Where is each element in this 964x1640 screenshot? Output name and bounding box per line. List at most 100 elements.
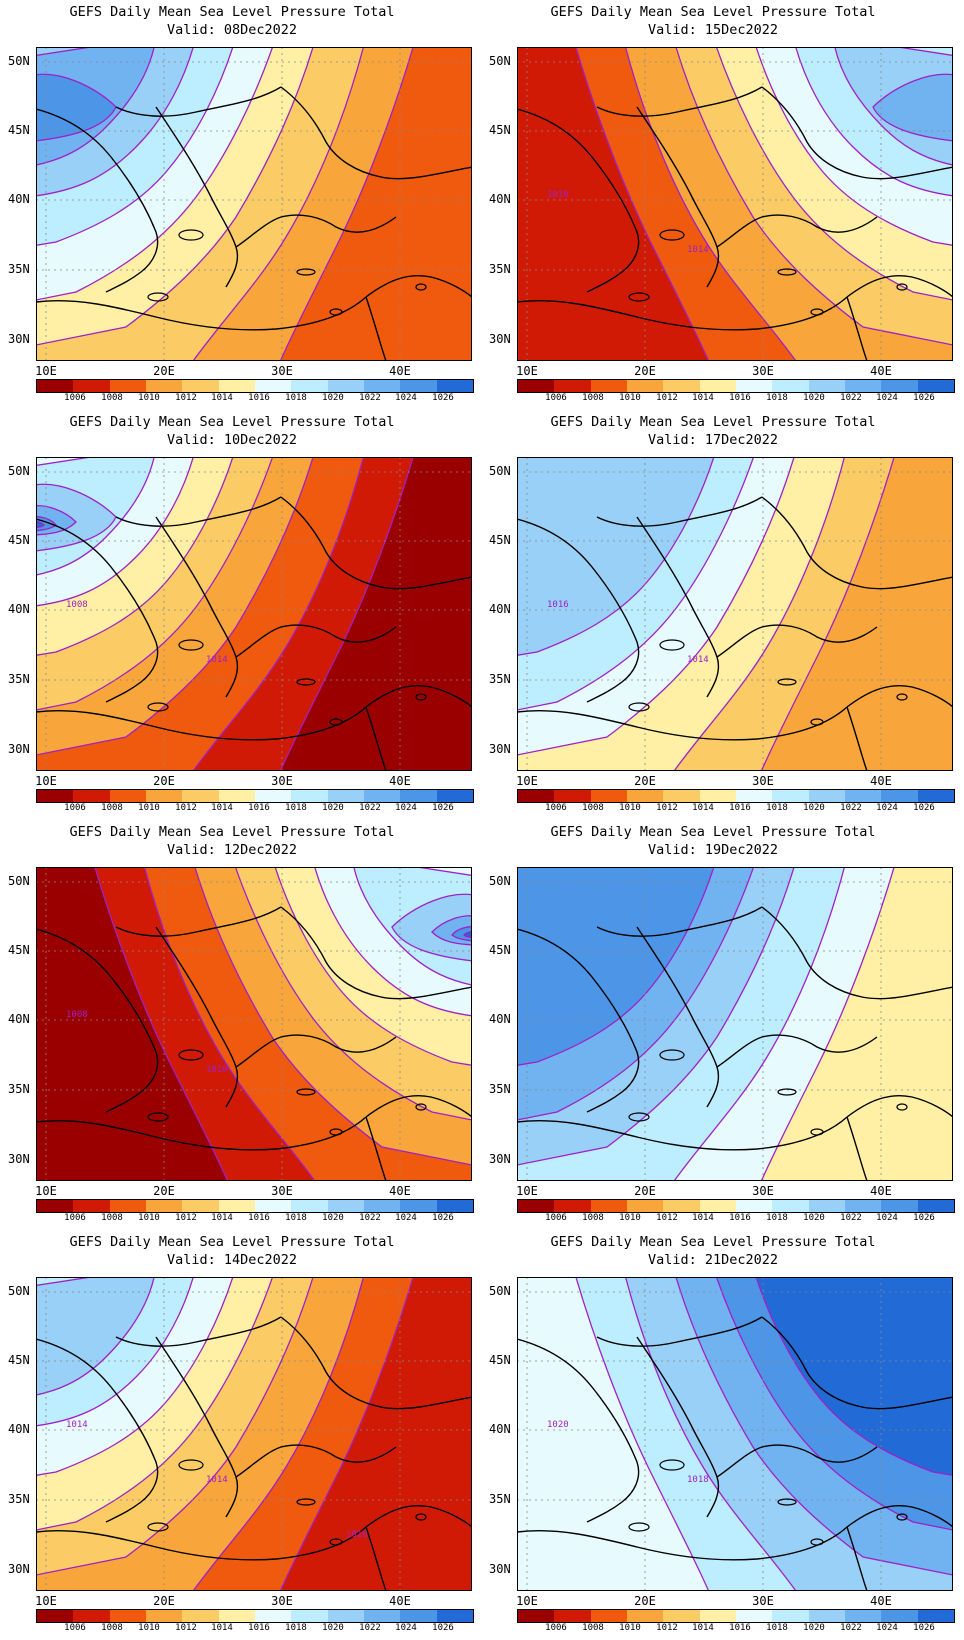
colorbar-label: 1020 [803,803,825,813]
longitude-label: 10E [35,1594,57,1608]
latitude-label: 30N [8,742,30,756]
contour-label: 1018 [687,1475,709,1485]
latitude-label: 30N [489,742,511,756]
colorbar-swatch [518,790,555,802]
longitude-label: 40E [389,1594,411,1608]
pressure-band [517,457,715,656]
colorbar-swatch [436,380,473,392]
colorbar [517,789,955,803]
colorbar-label: 1008 [582,803,604,813]
colorbar-swatch [735,790,773,802]
colorbar-swatch [218,790,255,802]
colorbar-label: 1022 [359,393,381,403]
colorbar-swatch [254,380,292,392]
latitude-label: 35N [8,262,30,276]
colorbar-swatch [182,1610,219,1622]
latitude-label: 35N [489,1082,511,1096]
colorbar-label: 1016 [729,803,751,813]
coastline [36,86,472,361]
panel-valid-date: Valid: 08Dec2022 [166,22,298,38]
colorbar-label: 1020 [322,803,344,813]
contour-label: 1014 [687,655,709,665]
colorbar-swatch [363,380,401,392]
colorbar-label: 1026 [432,803,454,813]
colorbar-swatch [182,1200,219,1212]
panel-title: GEFS Daily Mean Sea Level Pressure Total [69,824,395,840]
panel-title: GEFS Daily Mean Sea Level Pressure Total [550,1234,876,1250]
colorbar-swatch [145,1200,183,1212]
colorbar-swatch [699,790,736,802]
colorbar-swatch [518,1610,555,1622]
colorbar-swatch [254,1200,292,1212]
colorbar-swatch [363,1610,401,1622]
colorbar-label: 1018 [285,803,307,813]
colorbar-swatch [699,1610,736,1622]
longitude-label: 20E [153,774,175,788]
colorbar-label: 1014 [211,393,233,403]
colorbar-label: 1016 [729,1623,751,1633]
colorbar-swatch [327,380,364,392]
coastline [36,1316,472,1591]
coastline [36,906,472,1181]
latitude-label: 45N [8,1353,30,1367]
latitude-label: 30N [8,1152,30,1166]
longitude-label: 40E [870,364,892,378]
longitude-label: 30E [271,1594,293,1608]
colorbar-label: 1010 [138,803,160,813]
pressure-band [872,73,953,142]
colorbar-label: 1016 [248,1213,270,1223]
panel-title: GEFS Daily Mean Sea Level Pressure Total [69,414,395,430]
colorbar-swatch [37,1610,74,1622]
colorbar-label: 1018 [766,803,788,813]
colorbar-swatch [808,790,845,802]
map-panel: GEFS Daily Mean Sea Level Pressure Total… [481,410,961,820]
colorbar-label: 1026 [432,1623,454,1633]
latitude-label: 35N [489,1492,511,1506]
colorbar-label: 1008 [101,1213,123,1223]
latitude-label: 40N [489,1422,511,1436]
contour-label: 1008 [66,1010,88,1020]
panel-title: GEFS Daily Mean Sea Level Pressure Total [69,1234,395,1250]
longitude-label: 20E [153,1184,175,1198]
pressure-map: 1016 1014 [517,457,953,771]
longitude-label: 10E [516,1594,538,1608]
colorbar-label: 1024 [876,1213,898,1223]
colorbar-swatch [363,1200,401,1212]
longitude-label: 30E [752,1184,774,1198]
colorbar-swatch [400,790,437,802]
colorbar-label: 1018 [285,393,307,403]
colorbar-label: 1020 [803,1213,825,1223]
colorbar-swatch [218,1610,255,1622]
colorbar-label: 1006 [545,393,567,403]
colorbar-swatch [735,1200,773,1212]
colorbar-swatch [554,1610,591,1622]
colorbar [517,1199,955,1213]
colorbar [517,379,955,393]
longitude-label: 40E [389,364,411,378]
colorbar-swatch [327,1610,364,1622]
colorbar-swatch [37,380,74,392]
colorbar-swatch [772,380,809,392]
colorbar-swatch [109,790,146,802]
colorbar-label: 1020 [803,1623,825,1633]
contour-label: 1010 [547,190,569,200]
colorbar [36,789,474,803]
colorbar-label: 1014 [211,1623,233,1633]
colorbar-swatch [663,790,700,802]
latitude-label: 45N [8,533,30,547]
panel-valid-date: Valid: 17Dec2022 [647,432,779,448]
colorbar-label: 1018 [766,1623,788,1633]
latitude-label: 50N [489,1284,511,1298]
contour-label: 1016 [547,600,569,610]
latitude-label: 50N [489,54,511,68]
colorbar-swatch [699,1200,736,1212]
latitude-label: 40N [8,602,30,616]
pressure-band [463,930,472,939]
colorbar-label: 1012 [175,803,197,813]
colorbar-swatch [626,380,664,392]
colorbar-label: 1010 [138,393,160,403]
colorbar-swatch [735,1610,773,1622]
colorbar [517,1609,955,1623]
latitude-label: 40N [489,192,511,206]
colorbar-label: 1024 [395,803,417,813]
